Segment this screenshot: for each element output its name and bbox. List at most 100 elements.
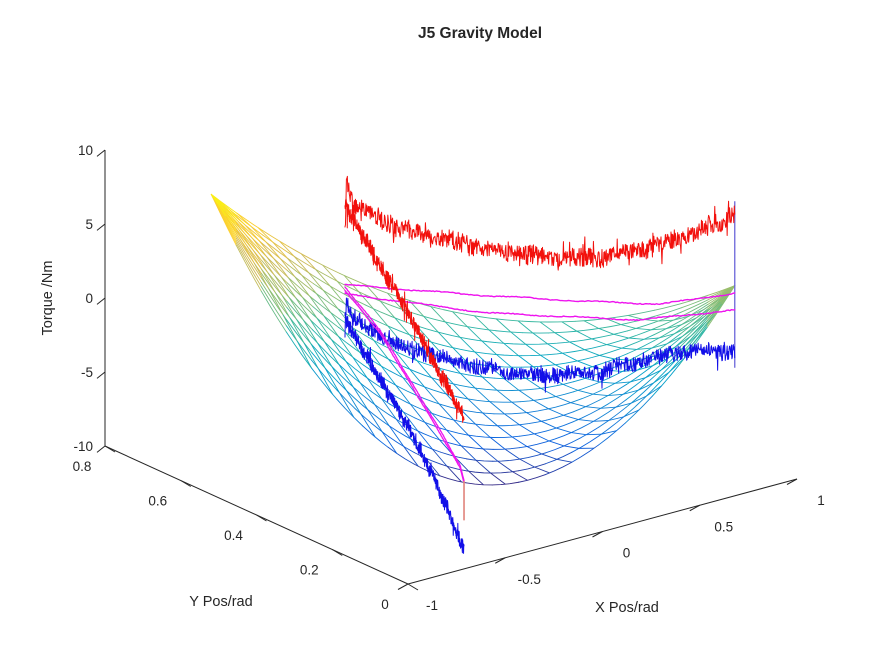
mesh-col-segment <box>294 276 310 297</box>
mesh-col-segment <box>322 290 339 309</box>
mesh-row-segment <box>492 447 520 450</box>
mesh-col-segment <box>259 254 275 276</box>
mesh-col-segment <box>395 418 412 440</box>
mesh-col-segment <box>607 393 624 397</box>
mesh-row-segment <box>574 336 602 342</box>
mesh-row-segment <box>236 212 264 231</box>
mesh-col-segment <box>229 209 246 225</box>
mesh-col-segment <box>344 332 361 353</box>
mesh-row-segment <box>262 234 289 253</box>
mesh-col-segment <box>577 389 594 395</box>
mesh-row-segment <box>626 346 655 362</box>
mesh-row-segment <box>364 304 392 317</box>
mesh-row-segment <box>467 386 495 391</box>
mesh-col-segment <box>615 402 632 408</box>
mesh-row-segment <box>598 422 627 446</box>
mesh-col-segment <box>282 314 298 342</box>
mesh-row-segment <box>627 322 655 332</box>
mesh-row-segment <box>285 331 312 369</box>
mesh-row-segment <box>287 252 315 269</box>
mesh-col-segment <box>360 413 376 438</box>
mesh-col-segment <box>324 341 340 365</box>
mesh-row-segment <box>414 440 441 453</box>
mesh-row-segment <box>466 446 494 450</box>
mesh-row-segment <box>680 310 709 335</box>
mesh-row-segment <box>390 326 418 338</box>
mesh-col-segment <box>223 205 239 222</box>
mesh-row-segment <box>236 228 263 262</box>
mesh-col-segment <box>453 383 469 400</box>
mesh-col-segment <box>533 400 549 410</box>
mesh-col-segment <box>273 258 289 278</box>
mesh-row-segment <box>468 362 496 367</box>
mesh-col-segment <box>295 297 311 320</box>
mesh-col-segment <box>525 378 542 389</box>
mesh-row-segment <box>600 337 629 347</box>
mesh-col-segment <box>402 411 419 432</box>
mesh-col-segment <box>409 369 425 388</box>
mesh-col-segment <box>460 409 476 425</box>
mesh-row-segment <box>388 403 416 419</box>
mesh-col-segment <box>474 351 490 367</box>
axes: -10 -5 0 5 10 0 0.2 0.4 0.6 0.8 -1 -0.5 0 0.5 1 <box>73 143 825 613</box>
mesh-col-segment <box>635 327 652 331</box>
mesh-col-segment <box>636 347 652 350</box>
mesh-col-segment <box>651 328 667 331</box>
mesh-col-segment <box>496 389 513 403</box>
mesh-row-segment <box>469 326 497 332</box>
mesh-row-segment <box>625 377 654 401</box>
mesh-row-segment <box>548 320 576 323</box>
mesh-col-segment <box>315 269 331 287</box>
mesh-row-segment <box>652 363 681 397</box>
mesh-col-segment <box>288 297 304 321</box>
mesh-col-segment <box>453 419 469 436</box>
mesh-row-segment <box>312 298 340 319</box>
z-axis-label: Torque /Nm <box>40 261 56 336</box>
x-tick-mark <box>397 583 409 590</box>
mesh-row-segment <box>465 482 493 486</box>
mesh-row-segment <box>338 300 366 316</box>
x-tick-label: 0.5 <box>714 519 733 534</box>
mesh-col-segment <box>504 413 520 426</box>
mesh-row-segment <box>387 435 415 453</box>
mesh-row-segment <box>286 288 314 315</box>
mesh-col-segment <box>683 332 700 348</box>
mesh-col-segment <box>666 336 683 345</box>
mesh-row-segment <box>573 372 601 383</box>
mesh-row-segment <box>521 320 550 323</box>
mesh-col-segment <box>224 210 240 231</box>
mesh-row-segment <box>313 283 340 301</box>
mesh-col-segment <box>576 330 592 340</box>
mesh-col-segment <box>353 386 369 410</box>
mesh-col-segment <box>637 365 653 371</box>
mesh-col-segment <box>310 343 326 369</box>
mesh-row-segment <box>441 404 469 412</box>
mesh-row-segment <box>600 345 628 356</box>
mesh-col-segment <box>374 404 390 427</box>
y-tick-mark <box>331 549 343 556</box>
mesh-col-segment <box>424 386 440 405</box>
mesh-row-segment <box>600 330 629 338</box>
mesh-col-segment <box>268 288 284 315</box>
mesh-col-segment <box>495 318 512 333</box>
mesh-col-segment <box>225 215 241 240</box>
mesh-col-segment <box>460 373 476 389</box>
mesh-row-segment <box>339 273 367 286</box>
mesh-col-segment <box>675 344 692 360</box>
mesh-row-segment <box>362 415 389 437</box>
mesh-row-segment <box>468 350 496 355</box>
mesh-col-segment <box>482 412 498 427</box>
mesh-col-segment <box>424 422 440 441</box>
mesh-col-segment <box>257 227 274 243</box>
mesh-row-segment <box>363 344 391 361</box>
mesh-col-segment <box>563 445 580 449</box>
mesh-row-segment <box>387 446 415 465</box>
mesh-row-segment <box>465 470 493 474</box>
mesh-row-segment <box>337 353 365 376</box>
mesh-col-segment <box>323 315 339 337</box>
mesh-row-segment <box>286 319 313 354</box>
mesh-col-segment <box>251 226 267 243</box>
mesh-col-segment <box>561 321 578 332</box>
mesh-row-segment <box>443 309 471 316</box>
mesh-row-segment <box>627 328 655 339</box>
